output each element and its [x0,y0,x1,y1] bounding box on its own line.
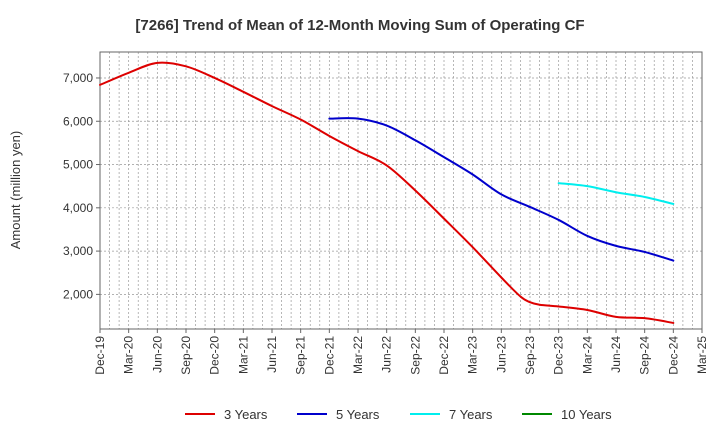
x-tick-label: Dec-24 [666,336,680,375]
x-tick-label: Dec-22 [437,336,451,375]
x-tick-label: Mar-20 [122,336,136,374]
x-axis: Dec-19 Mar-20 Jun-20 Sep-20 Dec-20 Mar-21 Jun-… [93,329,709,375]
x-tick-label: Mar-23 [466,336,480,374]
x-tick-label: Sep-21 [294,336,308,375]
legend: 3 Years 5 Years 7 Years 10 Years [185,407,612,422]
x-tick-label: Jun-24 [609,336,623,373]
y-tick-label: 4,000 [63,201,93,215]
x-tick-label: Mar-25 [695,336,709,374]
x-tick-label: Sep-22 [408,336,422,375]
y-tick-label: 7,000 [63,71,93,85]
x-tick-label: Mar-22 [351,336,365,374]
x-tick-label: Jun-22 [380,336,394,373]
x-tick-label: Dec-21 [322,336,336,375]
series-lines [99,61,675,324]
legend-label: 7 Years [449,407,493,422]
series-line-7-years [557,182,675,205]
y-axis-label: Amount (million yen) [8,131,23,250]
y-axis: 2,000 3,000 4,000 5,000 6,000 7,000 [63,71,100,301]
x-tick-label: Jun-21 [265,336,279,373]
x-tick-label: Dec-23 [552,336,566,375]
x-tick-label: Dec-20 [208,336,222,375]
y-tick-label: 6,000 [63,114,93,128]
x-tick-label: Sep-24 [638,336,652,375]
grid [100,52,702,329]
chart-title: [7266] Trend of Mean of 12-Month Moving … [135,17,584,34]
series-line-3-years [99,61,675,324]
x-tick-label: Sep-20 [179,336,193,375]
legend-label: 10 Years [561,407,612,422]
x-tick-label: Sep-23 [523,336,537,375]
plot-frame [99,51,703,330]
y-tick-label: 5,000 [63,158,93,172]
x-tick-label: Mar-24 [580,336,594,374]
y-tick-label: 3,000 [63,244,93,258]
x-tick-label: Jun-23 [494,336,508,373]
series-line-5-years [328,117,675,262]
x-tick-label: Mar-21 [236,336,250,374]
x-tick-label: Dec-19 [93,336,107,375]
x-tick-label: Jun-20 [150,336,164,373]
legend-label: 3 Years [224,407,268,422]
y-tick-label: 2,000 [63,287,93,301]
legend-label: 5 Years [336,407,380,422]
